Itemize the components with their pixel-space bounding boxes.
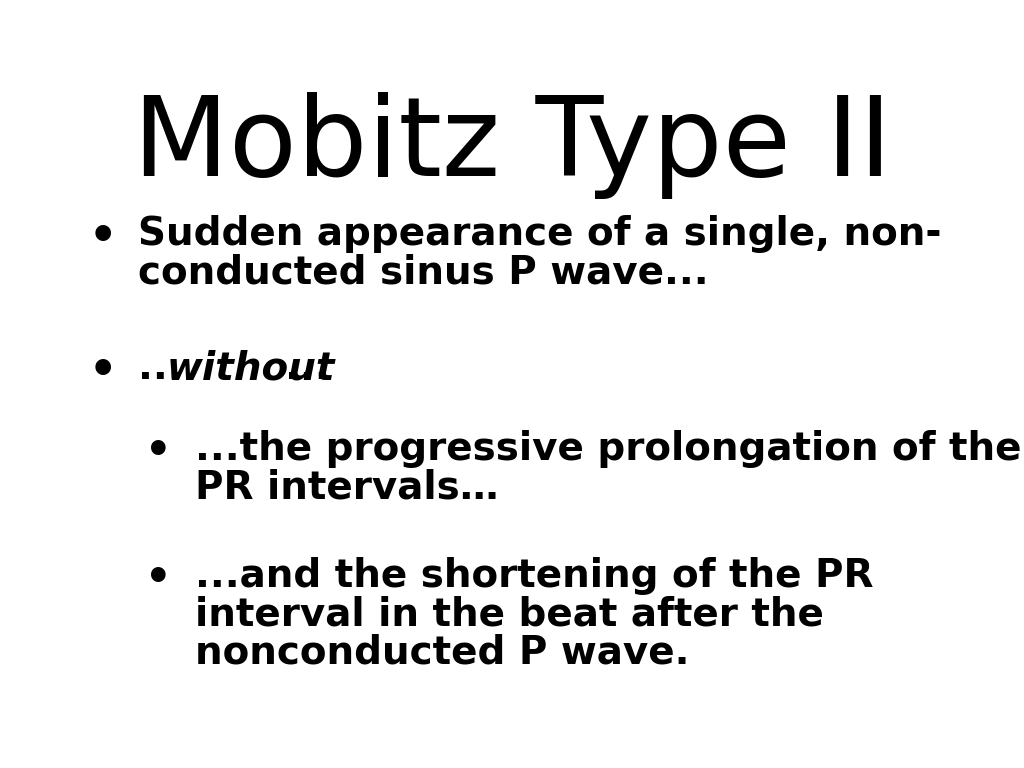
Text: nonconducted P wave.: nonconducted P wave. — [195, 634, 689, 671]
Text: ...the progressive prolongation of the: ...the progressive prolongation of the — [195, 430, 1021, 468]
Text: •: • — [88, 349, 117, 392]
Text: conducted sinus P wave...: conducted sinus P wave... — [138, 253, 709, 291]
Text: •: • — [88, 215, 117, 258]
Text: ...and the shortening of the PR: ...and the shortening of the PR — [195, 557, 873, 594]
Text: interval in the beat after the: interval in the beat after the — [195, 595, 823, 633]
Text: ...: ... — [138, 349, 183, 387]
Text: ...: ... — [285, 349, 330, 387]
Text: Sudden appearance of a single, non-: Sudden appearance of a single, non- — [138, 215, 942, 253]
Text: PR intervals…: PR intervals… — [195, 468, 499, 506]
Text: •: • — [145, 430, 172, 472]
Text: Mobitz Type II: Mobitz Type II — [133, 92, 891, 199]
Text: •: • — [145, 557, 172, 599]
Text: without: without — [167, 349, 336, 387]
